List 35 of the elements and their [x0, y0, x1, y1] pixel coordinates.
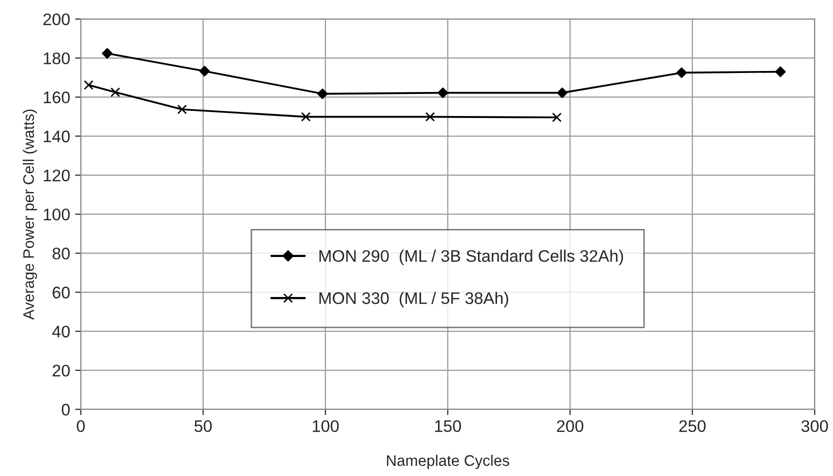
y-tick-label: 0 [62, 404, 70, 416]
x-tick-label: 200 [556, 420, 584, 432]
point [438, 88, 448, 98]
point [102, 48, 113, 59]
y-tick-label: 120 [44, 170, 70, 182]
y-tick-label: 100 [44, 208, 70, 220]
legend-label: MON 330 (ML / 5F 38Ah) [319, 292, 508, 308]
point [84, 80, 94, 90]
y-tick-label: 180 [44, 52, 70, 64]
point [425, 112, 435, 122]
x-tick-label: 100 [312, 420, 339, 432]
point [775, 66, 786, 78]
x-tick-label: 150 [435, 420, 461, 432]
point [552, 112, 562, 122]
point [110, 87, 120, 98]
y-tick-label: 200 [43, 13, 70, 26]
y-tick-label: 80 [52, 248, 70, 260]
point [301, 112, 311, 122]
x-tick-label: 300 [801, 420, 828, 432]
point [199, 66, 210, 76]
legend-label: MON 290 (ML / 3B Standard Cells 32Ah) [319, 250, 624, 266]
y-tick-label: 60 [52, 286, 70, 298]
point [177, 104, 187, 114]
point [317, 88, 328, 100]
y-tick-label: 140 [44, 130, 70, 142]
y-tick-label: 20 [52, 364, 70, 377]
y-tick-label: 160 [44, 92, 70, 104]
x-axis-title: Nameplate Cycles [387, 454, 510, 469]
x-tick-label: 50 [194, 420, 212, 432]
x-tick-label: 0 [76, 420, 85, 432]
y-axis-title: Average Power per Cell (watts) [22, 110, 38, 320]
point [556, 88, 568, 98]
x-tick-label: 250 [679, 420, 706, 432]
point [676, 67, 687, 78]
y-tick-label: 40 [52, 326, 70, 338]
